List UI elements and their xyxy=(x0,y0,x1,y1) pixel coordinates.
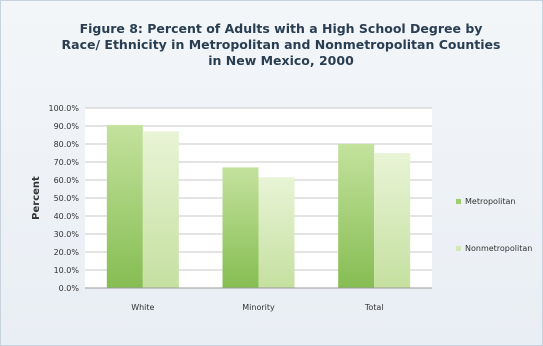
legend-label-nonmetropolitan: Nonmetropolitan xyxy=(465,244,532,253)
y-tick-label: 10.0% xyxy=(54,266,80,275)
y-tick-label: 20.0% xyxy=(54,248,80,257)
bar-white-nonmetropolitan xyxy=(142,131,179,288)
bar-minority-metropolitan xyxy=(222,167,259,288)
y-tick-label: 80.0% xyxy=(54,140,80,149)
y-tick-label: 50.0% xyxy=(54,194,80,203)
bar-total-metropolitan xyxy=(338,144,375,288)
bar-white-metropolitan xyxy=(106,125,143,288)
chart-title: Figure 8: Percent of Adults with a High … xyxy=(61,21,501,68)
y-tick-label: 30.0% xyxy=(54,230,80,239)
y-tick-label: 90.0% xyxy=(54,122,80,131)
y-tick-label: 100.0% xyxy=(48,104,79,113)
legend-swatch-nonmetropolitan xyxy=(456,246,461,251)
y-tick-label: 70.0% xyxy=(54,158,80,167)
y-tick-label: 40.0% xyxy=(54,212,80,221)
y-tick-label: 60.0% xyxy=(54,176,80,185)
y-tick-label: 0.0% xyxy=(59,284,80,293)
bar-minority-nonmetropolitan xyxy=(258,177,295,288)
y-axis-label: Percent xyxy=(31,176,42,220)
x-tick-label: Minority xyxy=(242,303,275,312)
x-tick-label: White xyxy=(131,303,154,312)
legend-label-metropolitan: Metropolitan xyxy=(465,197,516,206)
legend: Metropolitan Nonmetropolitan xyxy=(456,197,532,253)
bar-total-nonmetropolitan xyxy=(374,153,411,288)
bars-layer xyxy=(106,125,411,288)
x-tick-label: Total xyxy=(364,303,384,312)
axis-layer: 0.0% 10.0% 20.0% 30.0% 40.0% 50.0% 60.0% 70.0% 8… xyxy=(31,104,432,312)
legend-swatch-metropolitan xyxy=(456,199,461,204)
